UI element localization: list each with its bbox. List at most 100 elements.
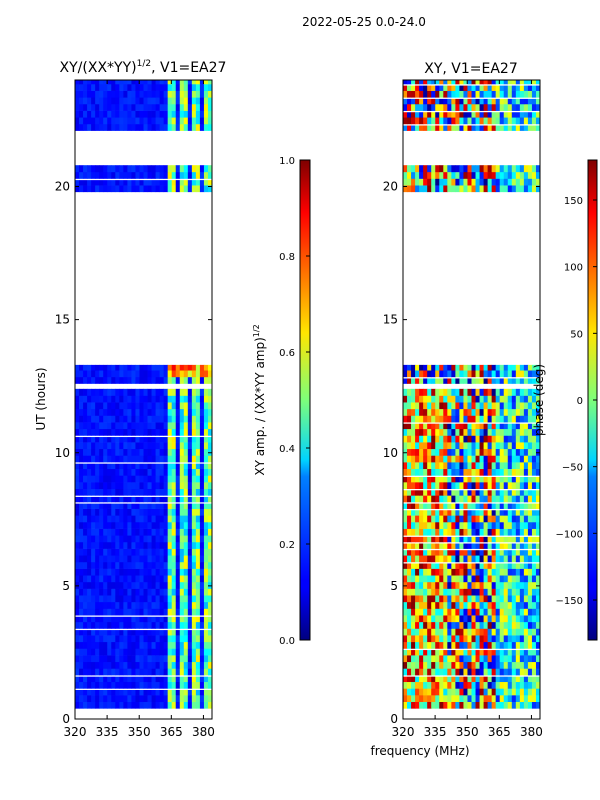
heatmap-cell [431, 435, 436, 443]
heatmap-cell [179, 568, 185, 576]
heatmap-cell [79, 468, 84, 476]
heatmap-cell [435, 370, 440, 378]
heatmap-cell [179, 402, 185, 410]
data-gap [403, 376, 540, 379]
heatmap-cell [127, 561, 132, 569]
heatmap-cell [475, 110, 480, 118]
heatmap-cell [535, 688, 540, 696]
heatmap-cell [467, 681, 472, 689]
heatmap-cell [147, 655, 152, 663]
heatmap-cell [419, 508, 424, 516]
heatmap-cell [519, 675, 525, 683]
heatmap-cell [171, 648, 177, 656]
heatmap-cell [111, 448, 116, 456]
colorbar-tick-label: 50 [570, 329, 583, 340]
heatmap-cell [91, 117, 96, 125]
heatmap-cell [191, 408, 197, 416]
heatmap-cell [119, 581, 124, 589]
heatmap-cell [531, 388, 537, 396]
heatmap-cell [471, 635, 476, 643]
heatmap-cell [167, 83, 173, 91]
heatmap-cell [447, 462, 452, 470]
heatmap-cell [131, 90, 136, 98]
heatmap-cell [83, 402, 88, 410]
heatmap-cell [411, 695, 416, 702]
heatmap-cell [155, 561, 161, 569]
heatmap-cell [527, 185, 533, 193]
heatmap-cell [403, 661, 408, 669]
heatmap-cell [531, 376, 537, 384]
heatmap-cell [127, 521, 132, 529]
heatmap-cell [431, 561, 436, 569]
heatmap-cell [139, 123, 144, 131]
heatmap-cell [155, 117, 161, 125]
heatmap-cell [143, 495, 148, 503]
heatmap-cell [459, 428, 464, 436]
heatmap-cell [187, 117, 193, 125]
heatmap-cell [451, 641, 456, 649]
heatmap-cell [435, 548, 440, 556]
heatmap-cell [115, 681, 120, 689]
heatmap-cell [431, 475, 436, 483]
heatmap-cell [511, 581, 517, 589]
heatmap-cell [199, 395, 205, 403]
heatmap-cell [103, 123, 108, 131]
heatmap-cell [423, 661, 428, 669]
heatmap-cell [535, 581, 540, 589]
heatmap-cell [171, 528, 177, 536]
heatmap-cell [163, 561, 169, 569]
heatmap-cell [167, 655, 173, 663]
heatmap-cell [127, 415, 132, 423]
heatmap-cell [435, 103, 440, 111]
heatmap-cell [463, 521, 468, 529]
heatmap-cell [75, 521, 80, 529]
heatmap-cell [435, 661, 440, 669]
heatmap-cell [99, 90, 104, 98]
heatmap-cell [191, 123, 197, 131]
heatmap-cell [459, 388, 464, 396]
heatmap-cell [427, 601, 432, 609]
heatmap-cell [459, 508, 464, 516]
heatmap-cell [139, 395, 144, 403]
heatmap-cell [527, 468, 533, 476]
heatmap-cell [451, 575, 456, 583]
heatmap-cell [491, 668, 497, 676]
heatmap-cell [471, 628, 476, 636]
heatmap-cell [463, 615, 468, 623]
heatmap-cell [159, 448, 165, 456]
heatmap-cell [427, 608, 432, 616]
heatmap-cell [91, 475, 96, 483]
heatmap-cell [439, 415, 444, 423]
heatmap-cell [523, 462, 529, 470]
heatmap-cell [535, 555, 540, 563]
heatmap-cell [155, 80, 161, 85]
heatmap-cell [499, 588, 505, 596]
heatmap-cell [443, 402, 448, 410]
heatmap-cell [487, 528, 493, 536]
heatmap-cell [523, 110, 529, 118]
heatmap-cell [103, 376, 108, 384]
heatmap-cell [131, 185, 136, 193]
heatmap-cell [427, 376, 432, 384]
heatmap-cell [487, 661, 493, 669]
heatmap-cell [527, 80, 533, 85]
heatmap-cell [151, 408, 156, 416]
heatmap-cell [147, 428, 152, 436]
heatmap-cell [159, 528, 165, 536]
heatmap-cell [411, 588, 416, 596]
heatmap-cell [123, 548, 128, 556]
heatmap-cell [499, 648, 505, 656]
heatmap-cell [419, 165, 424, 173]
heatmap-cell [151, 83, 156, 91]
heatmap-cell [455, 515, 460, 523]
heatmap-cell [183, 80, 189, 85]
heatmap-cell [419, 601, 424, 609]
heatmap-cell [131, 462, 136, 470]
heatmap-cell [203, 535, 209, 543]
heatmap-cell [91, 701, 96, 709]
heatmap-cell [451, 376, 456, 384]
heatmap-cell [531, 575, 537, 583]
heatmap-cell [75, 581, 80, 589]
heatmap-cell [159, 581, 165, 589]
heatmap-cell [403, 442, 408, 450]
